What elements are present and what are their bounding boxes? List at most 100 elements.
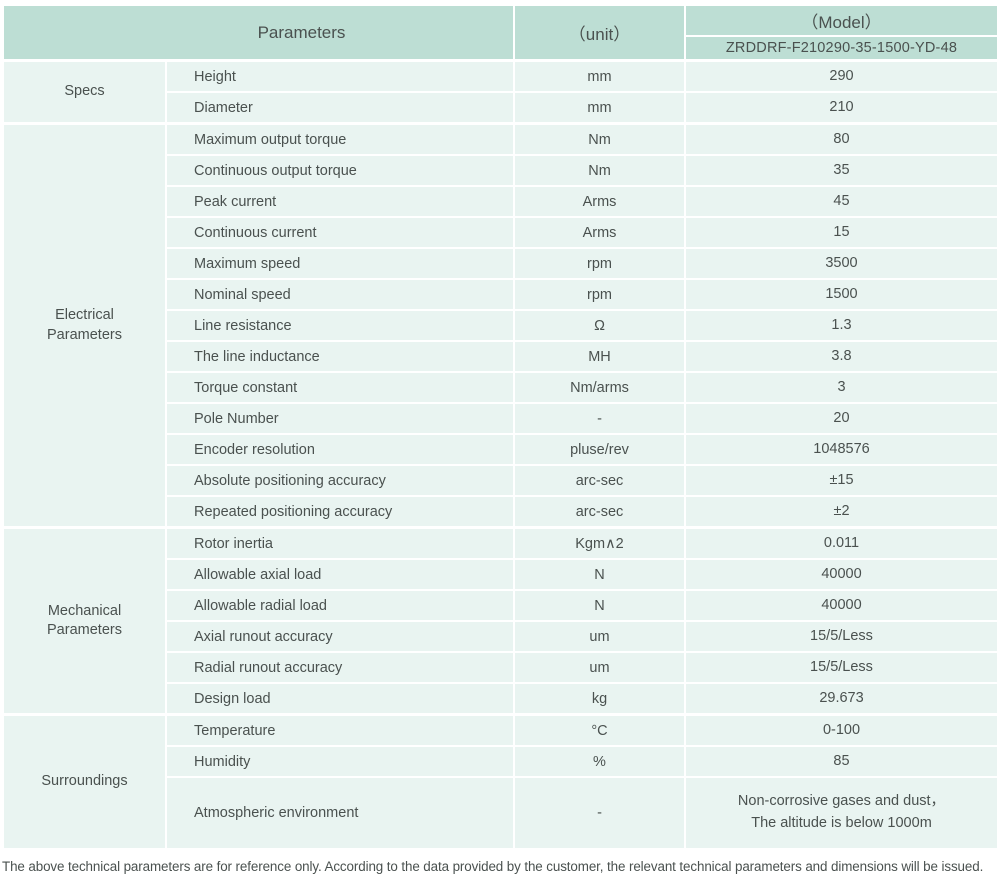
parameters-column-header: Parameters [2,4,515,62]
table-row: Design load kg 29.673 [3,682,999,716]
unit-cell: N [513,589,686,622]
table-row: The line inductance MH 3.8 [3,340,999,373]
unit-cell: Nm/arms [513,371,686,404]
param-cell: Height [165,59,515,93]
table-row: Pole Number -20 [3,402,999,435]
unit-cell: um [513,620,686,653]
param-cell: The line inductance [165,340,515,373]
unit-cell: um [513,651,686,684]
param-cell: Encoder resolution [165,433,515,466]
unit-cell: Nm [513,154,686,187]
value-cell: 290 [684,59,999,93]
model-number: ZRDDRF-F210290-35-1500-YD-48 [684,35,999,62]
group-cell: Specs [2,59,167,125]
value-cell: 3500 [684,247,999,280]
table-row: Electrical Parameters Maximum output torq… [2,122,999,529]
value-cell: ±15 [684,464,999,497]
value-cell: 15/5/Less [684,620,999,653]
table-row: Absolute positioning accuracy arc-sec ±15 [3,464,999,497]
param-cell: Radial runout accuracy [165,651,515,684]
param-cell: Axial runout accuracy [165,620,515,653]
table-row: Maximum speed rpm 3500 [3,247,999,280]
unit-cell: MH [513,340,686,373]
table-row: Line resistance Ω 1.3 [3,309,999,342]
model-column-header: （Model） [684,4,999,37]
value-cell: 20 [684,402,999,435]
table-row: Surroundings Temperature °C 0-100 [2,713,999,850]
value-cell: ±2 [684,495,999,529]
value-cell: 210 [684,91,999,125]
unit-cell: - [513,402,686,435]
footnote: The above technical parameters are for r… [2,859,984,874]
table-row: Atmospheric environment - Non-corrosive ga… [3,776,999,850]
value-cell: 3 [684,371,999,404]
group-cell: Mechanical Parameters [2,526,167,716]
spec-sheet: Parameters （unit） （Model） ZRDDRF-F210290… [0,4,999,882]
header-row-top: Parameters （unit） （Model） [2,4,999,62]
unit-cell: rpm [513,247,686,280]
unit-cell: mm [513,59,686,93]
group-cell: Electrical Parameters [2,122,167,529]
param-cell: Line resistance [165,309,515,342]
table-row: Continuous output torque Nm 35 [3,154,999,187]
value-cell: 0-100 [684,713,999,747]
table-row: Specs Height mm 290 [2,59,999,125]
param-cell: Diameter [165,91,515,125]
param-cell: Continuous output torque [165,154,515,187]
value-cell: 1048576 [684,433,999,466]
param-cell: Design load [165,682,515,716]
param-cell: Nominal speed [165,278,515,311]
unit-cell: Ω [513,309,686,342]
value-cell: 85 [684,745,999,778]
value-cell: 15 [684,216,999,249]
table-row: Allowable axial load N 40000 [3,558,999,591]
unit-cell: pluse/rev [513,433,686,466]
value-cell: 1.3 [684,309,999,342]
unit-cell: % [513,745,686,778]
value-cell: 29.673 [684,682,999,716]
table-row: Radial runout accuracy um 15/5/Less [3,651,999,684]
param-cell: Allowable axial load [165,558,515,591]
value-cell: 3.8 [684,340,999,373]
table-row: Allowable radial load N 40000 [3,589,999,622]
param-cell: Rotor inertia [165,526,515,560]
param-cell: Atmospheric environment [165,776,515,850]
table-row: Continuous current Arms 15 [3,216,999,249]
value-cell: 45 [684,185,999,218]
unit-cell: - [513,776,686,850]
unit-cell: rpm [513,278,686,311]
param-cell: Maximum speed [165,247,515,280]
table-row: Encoder resolution pluse/rev 1048576 [3,433,999,466]
value-cell: 0.011 [684,526,999,560]
table-row: Torque constant Nm/arms 3 [3,371,999,404]
value-cell: 40000 [684,558,999,591]
value-cell: 40000 [684,589,999,622]
param-cell: Humidity [165,745,515,778]
table-row: Mechanical Parameters Rotor inertia Kgm∧2 0… [2,526,999,716]
group-cell: Surroundings [2,713,167,850]
unit-cell: Nm [513,122,686,156]
param-cell: Peak current [165,185,515,218]
value-cell: 1500 [684,278,999,311]
table-row: Repeated positioning accuracy arc-sec ±2 [3,495,999,529]
value-cell: Non-corrosive gases and dust， The altitu… [684,776,999,850]
unit-cell: Kgm∧2 [513,526,686,560]
unit-cell: arc-sec [513,495,686,529]
table-row: Humidity% 85 [3,745,999,778]
header-row-model-number: ZRDDRF-F210290-35-1500-YD-48 [3,35,999,62]
param-cell: Allowable radial load [165,589,515,622]
table-header: Parameters （unit） （Model） ZRDDRF-F210290… [2,4,999,62]
table-row: Peak current Arms 45 [3,185,999,218]
unit-cell: arc-sec [513,464,686,497]
table-row: Diameter mm 210 [3,91,999,125]
unit-cell: °C [513,713,686,747]
value-cell: 15/5/Less [684,651,999,684]
value-cell: 80 [684,122,999,156]
table-row: Axial runout accuracy um 15/5/Less [3,620,999,653]
param-cell: Absolute positioning accuracy [165,464,515,497]
unit-cell: mm [513,91,686,125]
param-cell: Torque constant [165,371,515,404]
table-body: Specs Height mm 290 Diameter mm 210 Electrical … [2,59,999,850]
unit-column-header: （unit） [513,4,686,62]
unit-cell: kg [513,682,686,716]
